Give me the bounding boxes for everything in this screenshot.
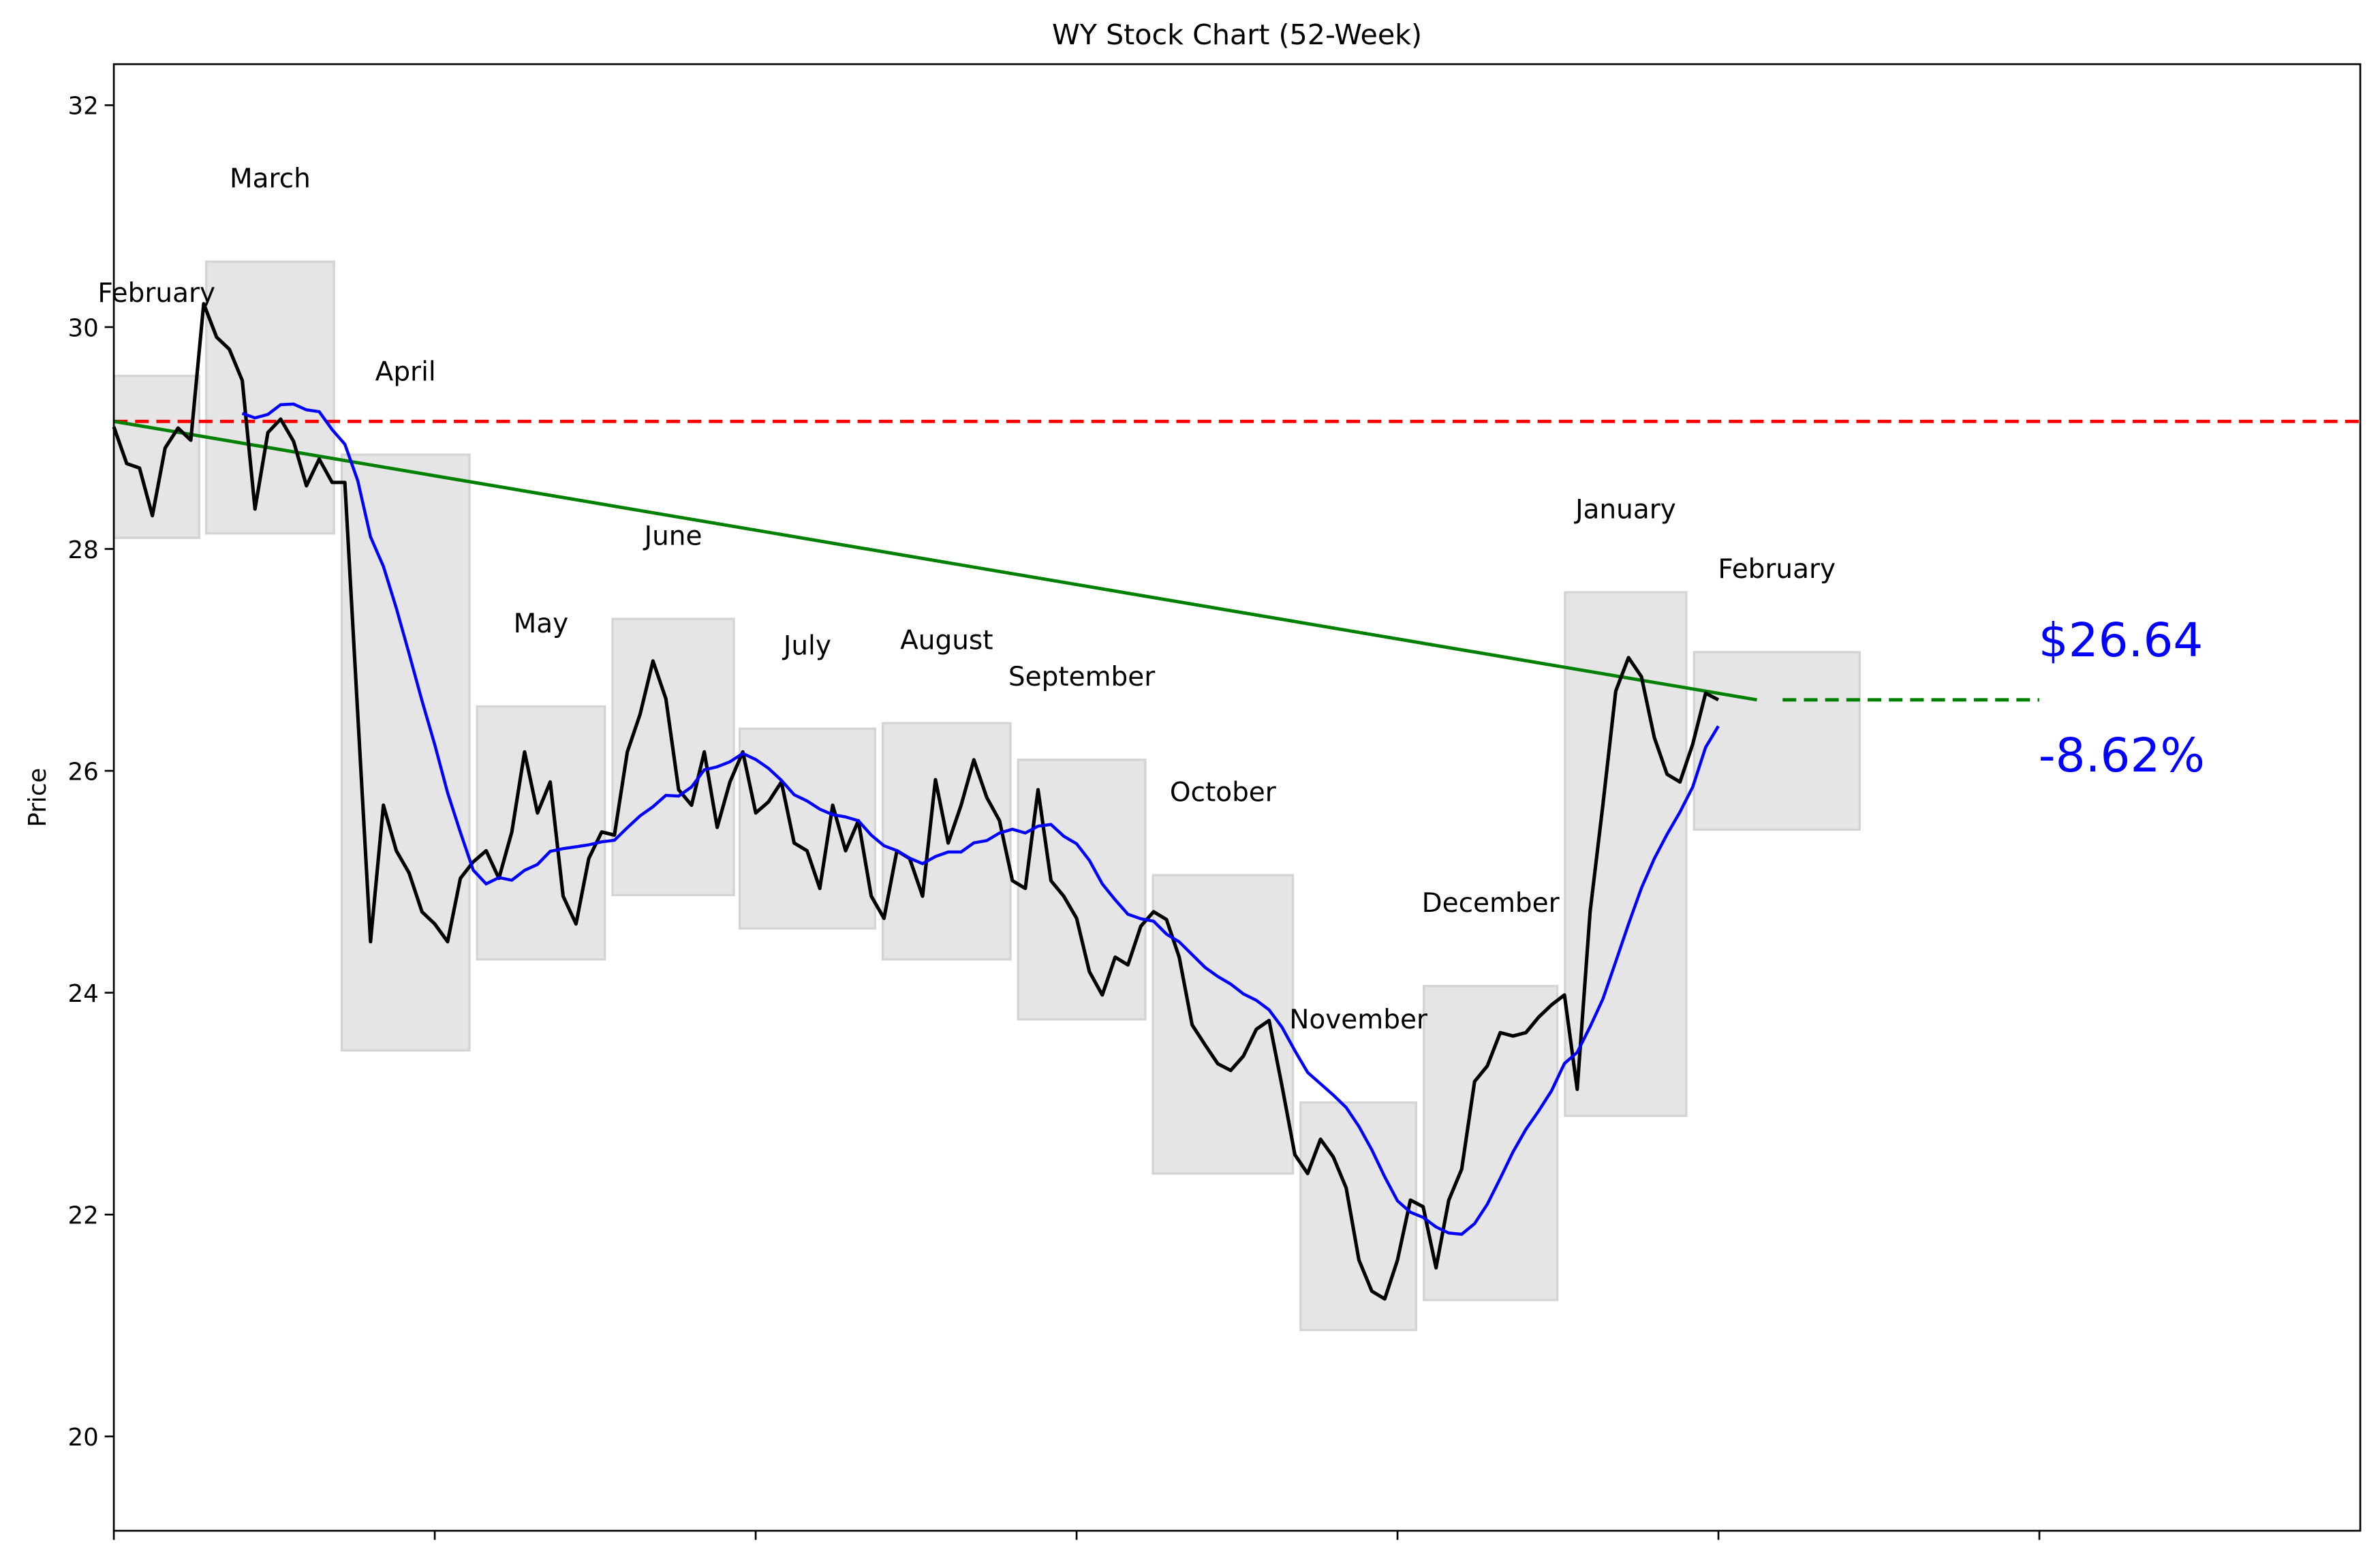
month-box <box>1299 1101 1418 1332</box>
month-label: March <box>230 164 311 194</box>
month-boxes <box>112 260 1861 1332</box>
month-box <box>738 727 876 930</box>
moving-average-line <box>241 402 1720 1236</box>
y-tick-label: 26 <box>67 758 98 786</box>
price-line <box>112 302 1720 1301</box>
y-tick-label: 22 <box>67 1202 98 1230</box>
month-labels: February March April May June July August Septe… <box>97 164 1836 1035</box>
y-axis-label: Price <box>24 768 52 827</box>
month-label: May <box>514 609 569 639</box>
month-box <box>1693 651 1861 831</box>
y-tick-label: 30 <box>67 314 98 342</box>
month-label: September <box>1008 662 1156 692</box>
last-price-annotation: $26.64 <box>2039 613 2204 668</box>
month-label: October <box>1170 777 1277 808</box>
month-label: November <box>1289 1005 1428 1035</box>
change-annotation: -8.62% <box>2039 729 2205 783</box>
month-label: April <box>375 356 436 387</box>
month-box <box>205 260 335 535</box>
month-label: July <box>782 630 831 661</box>
month-label: January <box>1573 494 1676 525</box>
month-box <box>1152 874 1295 1175</box>
plot-frame <box>112 63 2362 1532</box>
y-tick-label: 20 <box>67 1424 98 1452</box>
y-tick-label: 32 <box>67 93 98 121</box>
y-tick-label: 28 <box>67 536 98 564</box>
chart-title: WY Stock Chart (52-Week) <box>1052 18 1422 51</box>
x-axis <box>112 1531 2041 1540</box>
month-label: February <box>97 278 215 309</box>
y-tick-label: 24 <box>67 980 98 1008</box>
y-axis: 20 22 24 26 28 30 32 <box>67 93 114 1452</box>
month-label: June <box>643 521 702 551</box>
month-label: December <box>1422 888 1560 919</box>
month-box <box>476 705 606 961</box>
trend-line <box>113 419 1757 702</box>
month-box <box>1423 985 1559 1302</box>
month-box <box>340 453 471 1052</box>
month-box <box>1564 591 1688 1117</box>
month-label: February <box>1718 554 1836 585</box>
month-label: August <box>900 625 993 656</box>
month-box <box>112 374 201 539</box>
